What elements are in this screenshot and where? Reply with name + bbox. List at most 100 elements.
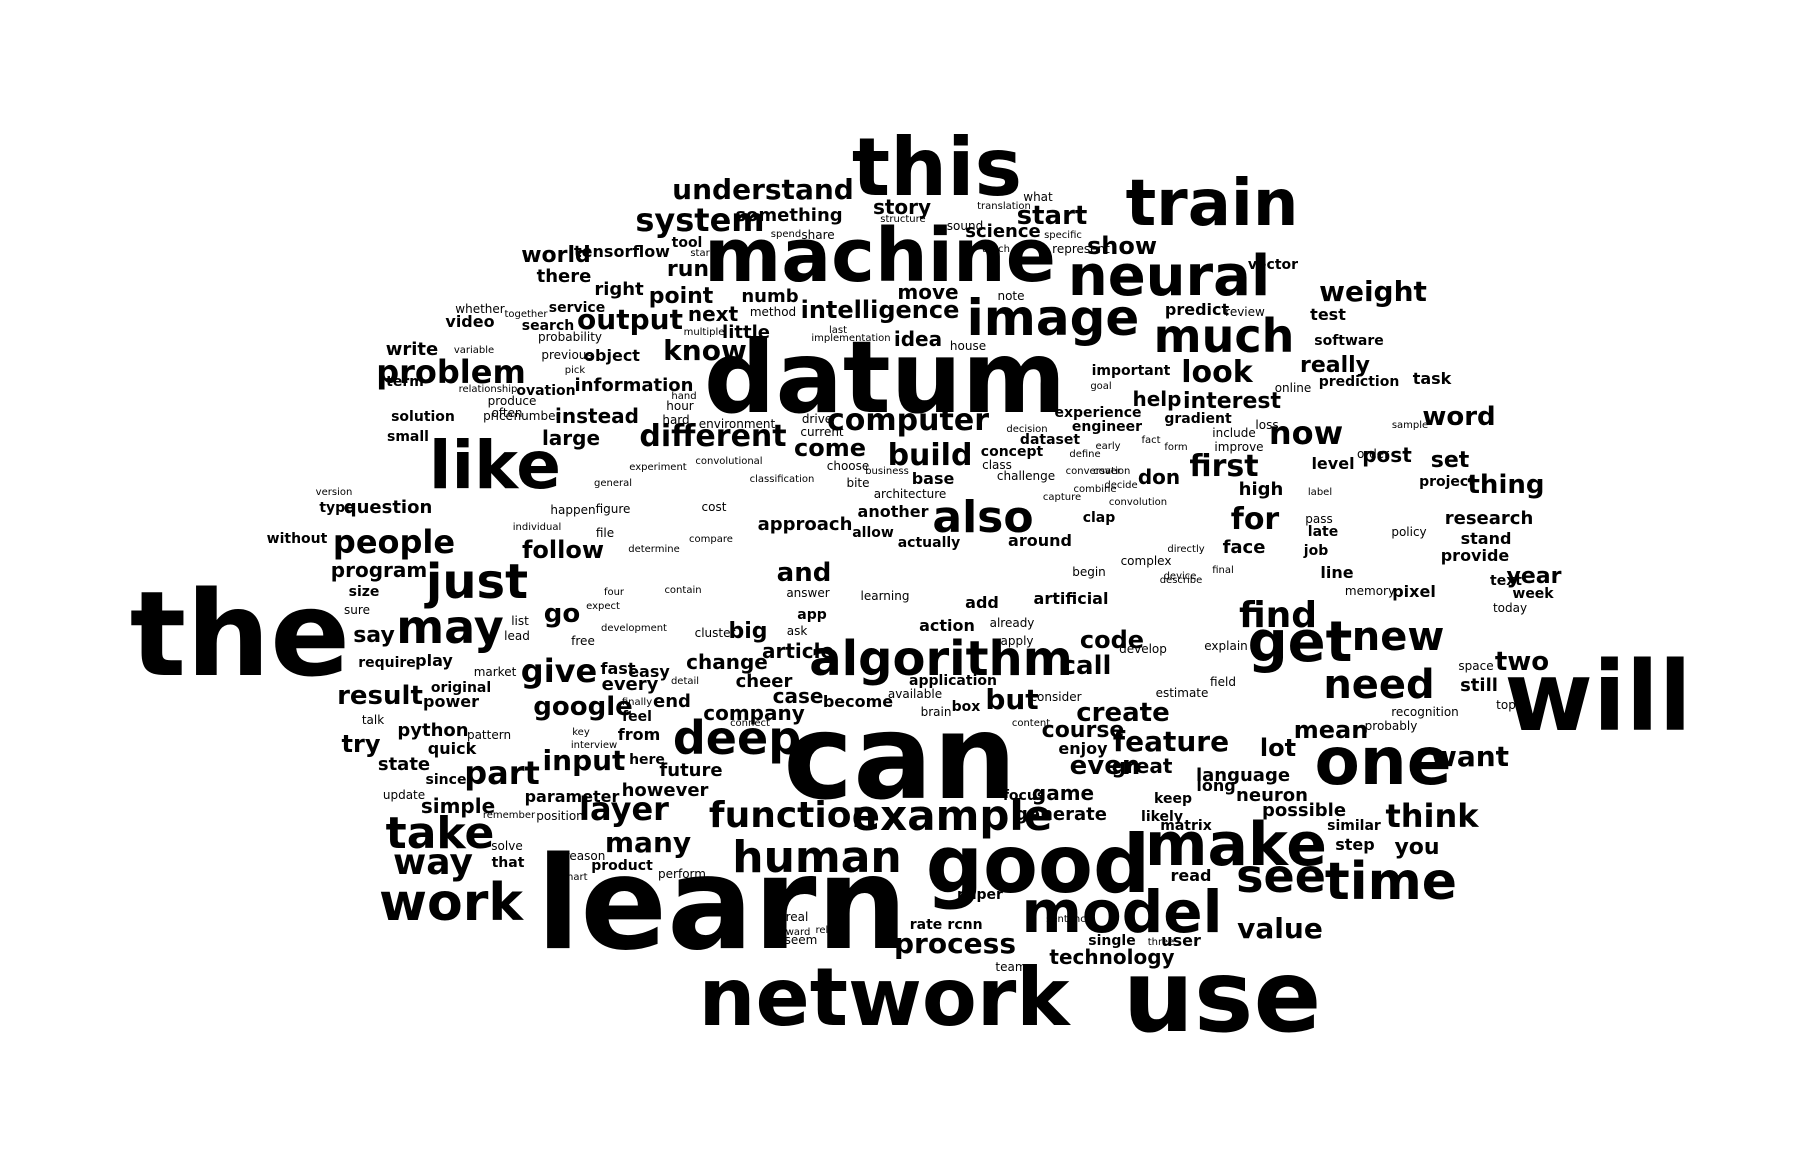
cloud-word-number: number [513, 409, 561, 423]
cloud-word-define: define [1069, 449, 1101, 460]
cloud-word-general: general [593, 478, 633, 489]
cloud-word-architecture: architecture [873, 487, 947, 501]
cloud-word-video: video [445, 312, 495, 331]
cloud-word-think: think [1385, 797, 1479, 835]
cloud-word-real: real [785, 910, 809, 924]
cloud-word-drive: drive [801, 412, 833, 426]
cloud-word-artificial: artificial [1033, 589, 1109, 608]
cloud-word-say: say [353, 623, 395, 648]
cloud-word-example: example [851, 791, 1053, 840]
cloud-word-compare: compare [689, 534, 733, 545]
cloud-word-complex: complex [1120, 554, 1172, 568]
cloud-word-determine: determine [628, 544, 680, 555]
cloud-word-answer: answer [786, 586, 830, 600]
cloud-word-step: step [1335, 835, 1375, 854]
cloud-word-help: help [1132, 387, 1182, 411]
cloud-word-paper: paper [957, 887, 1003, 903]
cloud-word-file: file [595, 526, 615, 540]
cloud-word-allow: allow [852, 525, 894, 541]
cloud-word-follow: follow [521, 536, 605, 564]
cloud-word-network: network [698, 951, 1070, 1044]
cloud-word-end: end [653, 691, 691, 712]
cloud-word-you: you [1394, 835, 1440, 860]
cloud-word-list: list [511, 614, 529, 628]
cloud-word-problem: problem [376, 353, 526, 391]
cloud-word-don: don [1137, 465, 1181, 489]
cloud-word-story: story [872, 195, 932, 219]
cloud-word-type: type [319, 500, 355, 516]
cloud-word-online: online [1274, 381, 1312, 395]
cloud-word-algorithm: algorithm [809, 631, 1073, 687]
cloud-word-code: code [1079, 626, 1145, 654]
cloud-word-order: order [1357, 447, 1389, 461]
cloud-word-concept: concept [980, 444, 1044, 460]
cloud-word-function: function [708, 795, 878, 836]
cloud-word-show: show [1086, 232, 1158, 260]
cloud-word-cover: cover [1093, 466, 1121, 477]
cloud-word-people: people [332, 523, 456, 561]
cloud-word-instead: instead [555, 404, 639, 428]
cloud-word-sentence: sentence [1046, 914, 1092, 925]
cloud-word-specific: specific [1044, 230, 1082, 241]
cloud-word-implementation: implementation [811, 333, 891, 344]
cloud-word-capture: capture [1042, 492, 1082, 503]
cloud-word-state: state [377, 754, 431, 775]
cloud-word-experience: experience [1054, 405, 1142, 421]
cloud-word-label: label [1307, 487, 1333, 498]
cloud-word-train: train [1125, 167, 1299, 241]
cloud-word-however: however [621, 780, 709, 801]
cloud-word-provide: provide [1440, 546, 1510, 565]
cloud-word-enjoy: enjoy [1058, 739, 1108, 758]
cloud-word-question: question [343, 497, 433, 518]
cloud-word-output: output [577, 303, 683, 336]
cloud-word-this: this [851, 121, 1023, 214]
cloud-word-time: time [1324, 852, 1458, 912]
cloud-word-often: often [491, 406, 523, 420]
cloud-word-generate: generate [1015, 804, 1107, 825]
cloud-word-different: different [639, 419, 787, 454]
cloud-word-system: system [635, 201, 765, 239]
cloud-word-four: four [603, 587, 625, 598]
cloud-word-right: right [594, 279, 644, 300]
cloud-word-want: want [1430, 740, 1510, 773]
cloud-word-really: really [1299, 353, 1371, 378]
cloud-word-case: case [772, 684, 824, 708]
cloud-word-pass: pass [1305, 512, 1333, 526]
cloud-word-game: game [1031, 781, 1095, 805]
cloud-word-version: version [315, 487, 353, 498]
cloud-word-vector: vector [1247, 257, 1299, 273]
cloud-word-for: for [1230, 502, 1280, 537]
cloud-word-machine: machine [704, 213, 1056, 299]
cloud-word-object: object [584, 346, 640, 365]
cloud-word-what: what [1023, 190, 1053, 204]
cloud-word-form: form [1164, 442, 1188, 453]
cloud-word-environment: environment [698, 417, 776, 431]
cloud-word-hand: hand [671, 391, 697, 402]
cloud-word-last: last [828, 325, 848, 336]
cloud-word-small: small [387, 429, 429, 445]
cloud-word-perform: perform [658, 867, 706, 881]
cloud-word-tool: tool [671, 235, 703, 251]
cloud-word-company: company [703, 701, 805, 725]
cloud-word-high: high [1238, 479, 1284, 500]
cloud-word-require: require [358, 655, 416, 671]
cloud-word-final: final [1212, 565, 1234, 576]
cloud-word-google: google [533, 692, 633, 722]
cloud-word-can: can [783, 688, 1017, 826]
cloud-word-pattern: pattern [466, 728, 512, 742]
cloud-word-relationship: relationship [458, 384, 518, 395]
cloud-word-many: many [604, 826, 692, 859]
cloud-word-job: job [1303, 543, 1329, 559]
cloud-word-top: top [1496, 698, 1516, 712]
cloud-word-post: post [1362, 443, 1412, 467]
cloud-word-box: box [951, 699, 981, 715]
cloud-word-apply: apply [1000, 634, 1034, 648]
cloud-word-relate: relate [815, 925, 845, 936]
cloud-word-interest: interest [1182, 389, 1282, 414]
cloud-word-development: development [601, 623, 667, 634]
cloud-word-take: take [385, 808, 495, 859]
cloud-word-remember: remember [482, 810, 536, 821]
cloud-word-software: software [1314, 333, 1384, 349]
cloud-word-information: information [574, 375, 694, 396]
cloud-word-spend: spend [770, 229, 802, 240]
